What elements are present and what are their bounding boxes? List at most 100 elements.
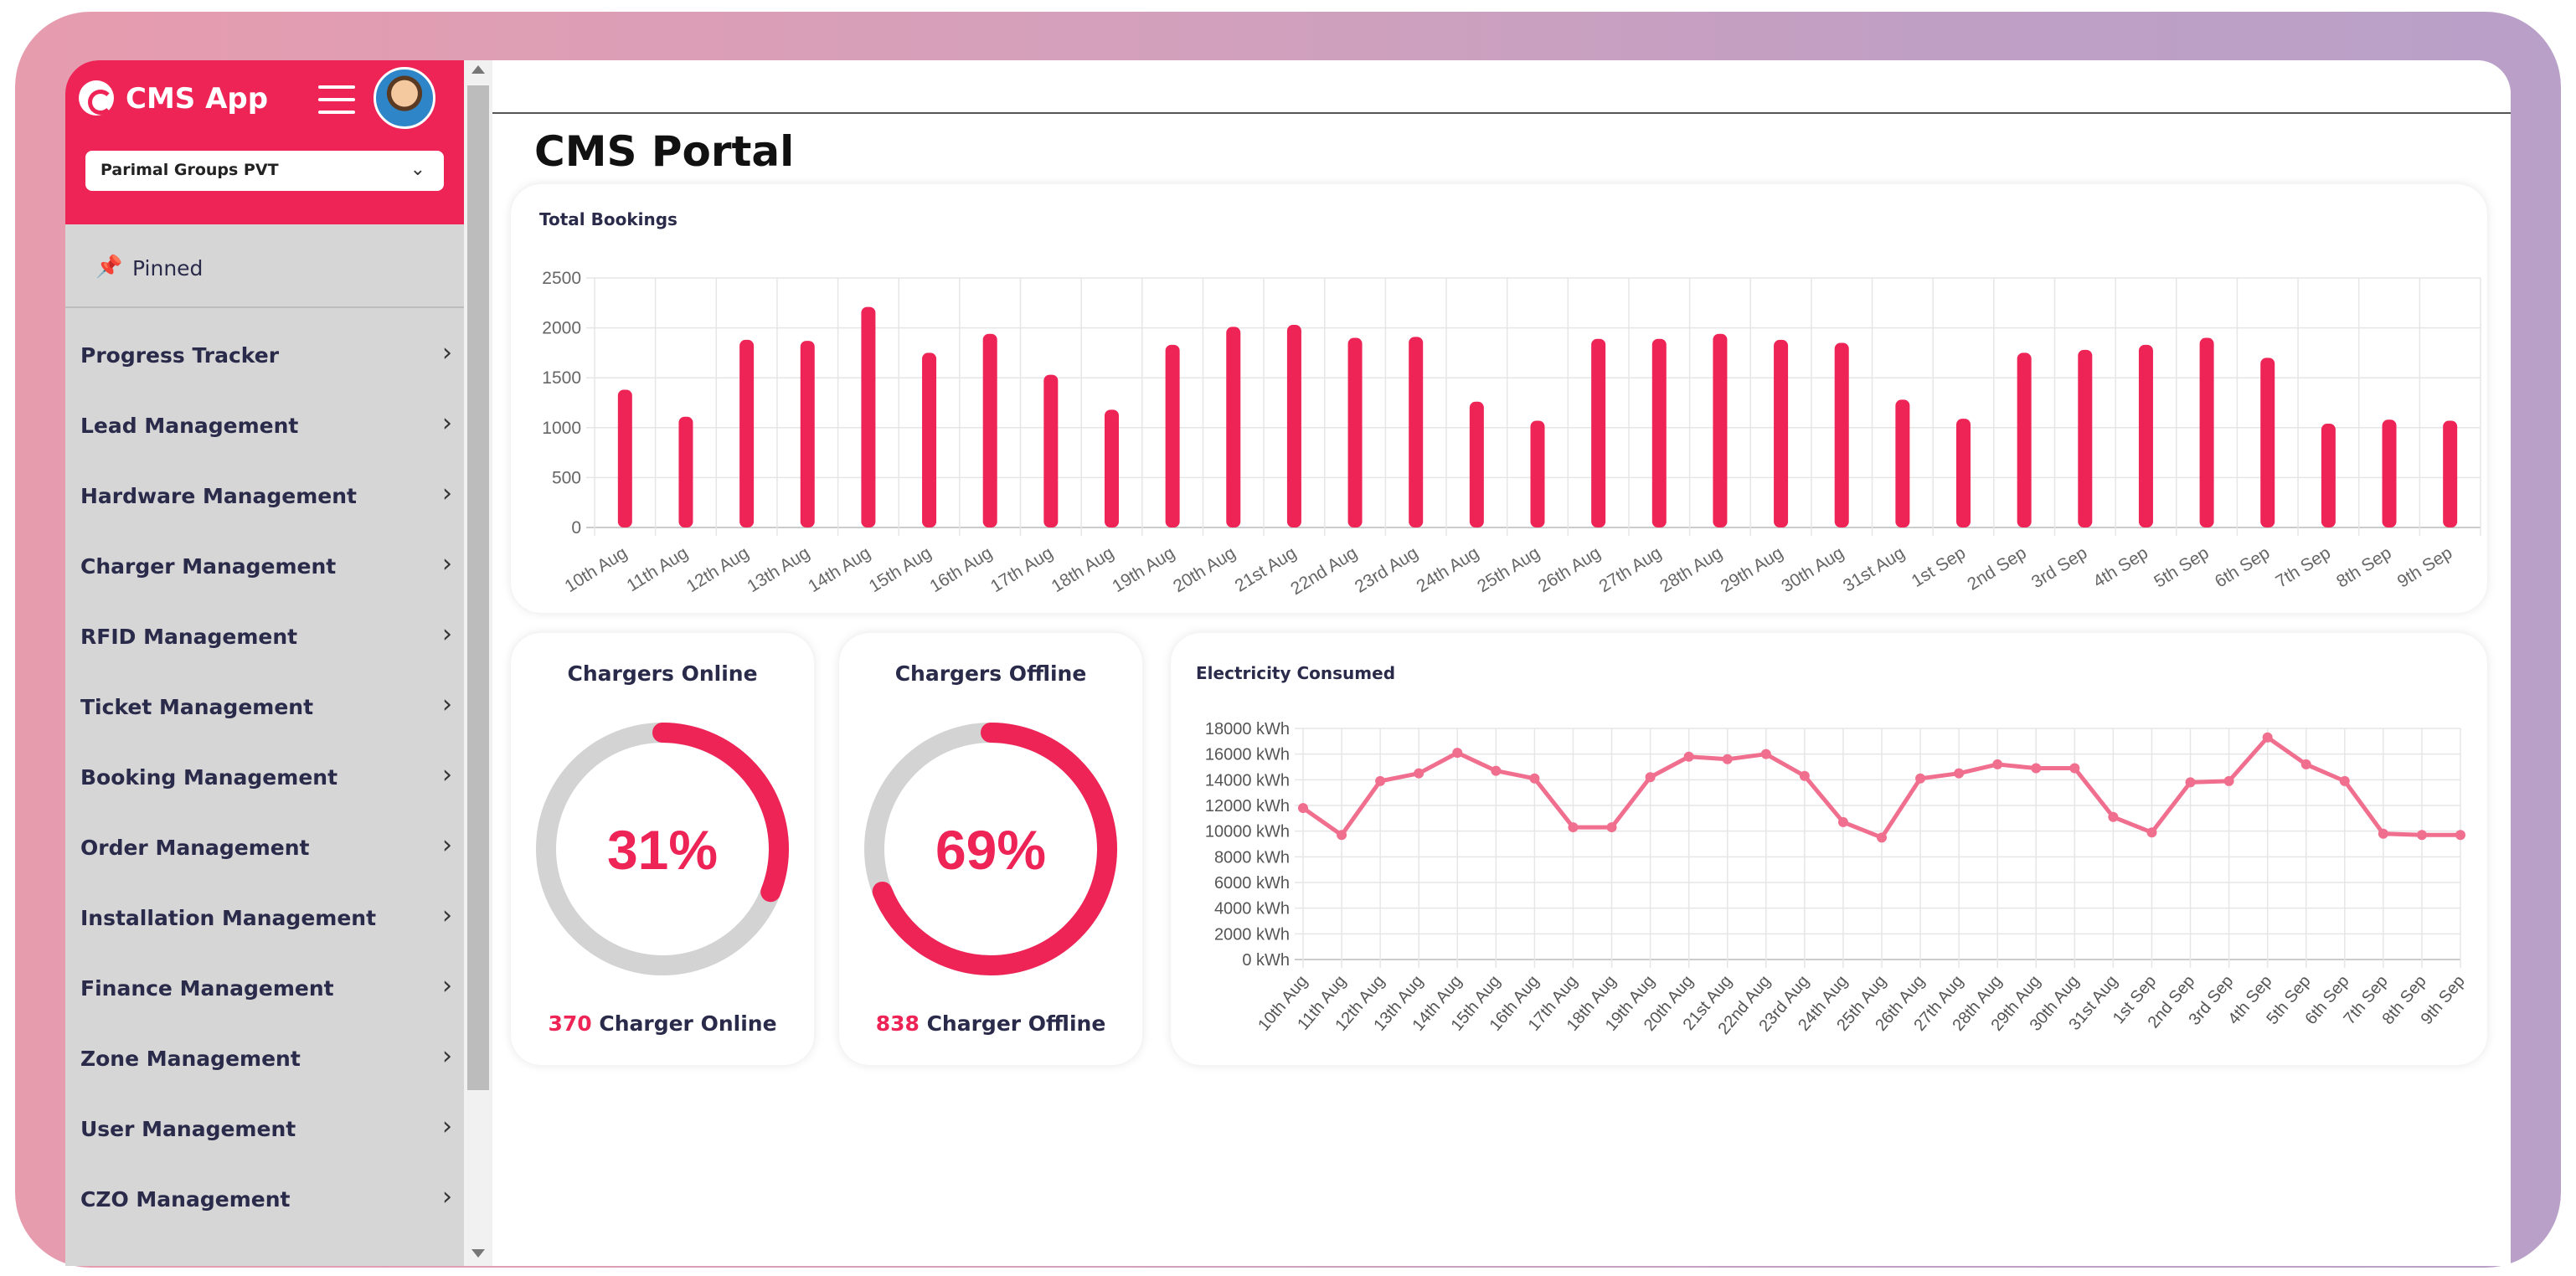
x-tick-label: 6th Sep [2212, 543, 2274, 592]
sidebar-item-installation-management[interactable]: Installation Management › [65, 882, 464, 953]
chevron-right-icon: › [442, 690, 452, 719]
organization-select[interactable]: Parimal Groups PVT ⌄ [85, 151, 444, 191]
data-point [2108, 811, 2119, 822]
bar [739, 339, 755, 527]
sidebar-item-finance-management[interactable]: Finance Management › [65, 953, 464, 1023]
page-title: CMS Portal [534, 127, 795, 176]
scrollbar-thumb[interactable] [467, 85, 489, 1090]
sidebar-item-label: Charger Management [80, 554, 337, 579]
chargers-online-count: 370 [548, 1011, 592, 1036]
header-divider [492, 112, 2511, 114]
bar [678, 416, 693, 527]
data-point [2262, 732, 2273, 743]
data-point [2416, 830, 2427, 841]
sidebar-item-booking-management[interactable]: Booking Management › [65, 742, 464, 812]
sidebar-item-label: Zone Management [80, 1047, 301, 1071]
y-tick-label: 0 kWh [1242, 951, 1290, 970]
chevron-down-icon: ⌄ [410, 159, 425, 180]
bar [1895, 399, 1910, 527]
scroll-down-icon[interactable] [471, 1249, 485, 1258]
data-point [1760, 749, 1771, 759]
sidebar-item-hardware-management[interactable]: Hardware Management › [65, 460, 464, 531]
x-tick-label: 11th Aug [623, 543, 691, 596]
sidebar-item-label: Hardware Management [80, 484, 357, 508]
x-tick-label: 30th Aug [1778, 543, 1847, 596]
bar [922, 352, 937, 527]
sidebar-scrollbar[interactable] [464, 60, 492, 1266]
sidebar-item-zone-management[interactable]: Zone Management › [65, 1023, 464, 1093]
data-point [2185, 777, 2196, 788]
chargers-online-label: Charger Online [591, 1011, 777, 1036]
data-point [1414, 768, 1425, 779]
avatar[interactable] [374, 67, 435, 129]
sidebar-item-user-management[interactable]: User Management › [65, 1093, 464, 1164]
sidebar-item-order-management[interactable]: Order Management › [65, 812, 464, 882]
data-point [1722, 754, 1733, 764]
sidebar-item-czo-management[interactable]: CZO Management › [65, 1164, 464, 1234]
y-tick-label: 12000 kWh [1205, 797, 1290, 816]
data-point [2339, 775, 2350, 786]
bar [2260, 358, 2275, 527]
bar [617, 389, 632, 527]
bar [1409, 337, 1424, 527]
chargers-offline-count: 838 [875, 1011, 920, 1036]
data-point [1645, 772, 1656, 783]
chargers-offline-card: Chargers Offline 69% 838 Charger Offline [839, 633, 1142, 1065]
data-point [2300, 759, 2311, 769]
x-tick-label: 8th Sep [2333, 543, 2395, 592]
pinned-section[interactable]: 📌 Pinned [65, 248, 464, 308]
gauge-arc [864, 723, 1117, 975]
x-tick-label: 18th Aug [1048, 543, 1118, 596]
data-point [1529, 773, 1540, 784]
bar [2078, 349, 2093, 527]
pin-icon: 📌 [95, 255, 123, 280]
x-tick-label: 24th Aug [1413, 543, 1482, 596]
chevron-right-icon: › [442, 831, 452, 860]
bar [2138, 344, 2153, 527]
data-point [2223, 775, 2234, 786]
chevron-right-icon: › [442, 409, 452, 438]
sidebar-item-charger-management[interactable]: Charger Management › [65, 531, 464, 601]
x-tick-label: 14th Aug [805, 543, 874, 596]
x-tick-label: 19th Aug [1109, 543, 1178, 596]
scroll-up-icon[interactable] [471, 65, 485, 74]
sidebar-item-ticket-management[interactable]: Ticket Management › [65, 671, 464, 742]
sidebar-item-progress-tracker[interactable]: Progress Tracker › [65, 320, 464, 390]
y-tick-label: 8000 kWh [1214, 848, 1290, 867]
data-point [2146, 827, 2157, 838]
data-point [1799, 770, 1810, 781]
y-tick-label: 16000 kWh [1205, 746, 1290, 764]
hamburger-icon[interactable] [318, 85, 355, 114]
y-tick-label: 2500 [542, 269, 581, 288]
sidebar-item-label: Finance Management [80, 976, 334, 1001]
chevron-right-icon: › [442, 620, 452, 649]
x-tick-label: 27th Aug [1595, 543, 1665, 596]
sidebar-item-rfid-management[interactable]: RFID Management › [65, 601, 464, 671]
app-logo-icon[interactable] [79, 80, 114, 116]
x-tick-label: 10th Aug [561, 543, 631, 596]
sidebar-header: CMS App Parimal Groups PVT ⌄ [65, 60, 464, 224]
bar [1043, 374, 1059, 527]
data-point [2455, 830, 2465, 841]
sidebar-item-label: CZO Management [80, 1187, 291, 1212]
chargers-online-gauge: 31% [536, 723, 789, 975]
data-point [1954, 768, 1965, 779]
x-tick-label: 23rd Aug [1352, 543, 1421, 597]
sidebar-item-label: Installation Management [80, 906, 377, 930]
x-tick-label: 28th Aug [1656, 543, 1726, 596]
y-tick-label: 500 [552, 468, 581, 487]
bar [1956, 419, 1971, 527]
x-tick-label: 4th Sep [2090, 543, 2152, 592]
x-tick-label: 20th Aug [1170, 543, 1239, 596]
app-title: CMS App [126, 82, 269, 116]
data-point [1452, 748, 1463, 759]
chargers-offline-percent: 69% [935, 819, 1046, 881]
x-tick-label: 3rd Sep [2028, 543, 2091, 592]
data-point [1683, 751, 1694, 762]
x-tick-label: 15th Aug [866, 543, 935, 596]
bar [2382, 419, 2397, 527]
chargers-offline-footer: 838 Charger Offline [839, 1011, 1142, 1036]
x-tick-label: 22nd Aug [1287, 543, 1360, 599]
sidebar-item-lead-management[interactable]: Lead Management › [65, 390, 464, 460]
